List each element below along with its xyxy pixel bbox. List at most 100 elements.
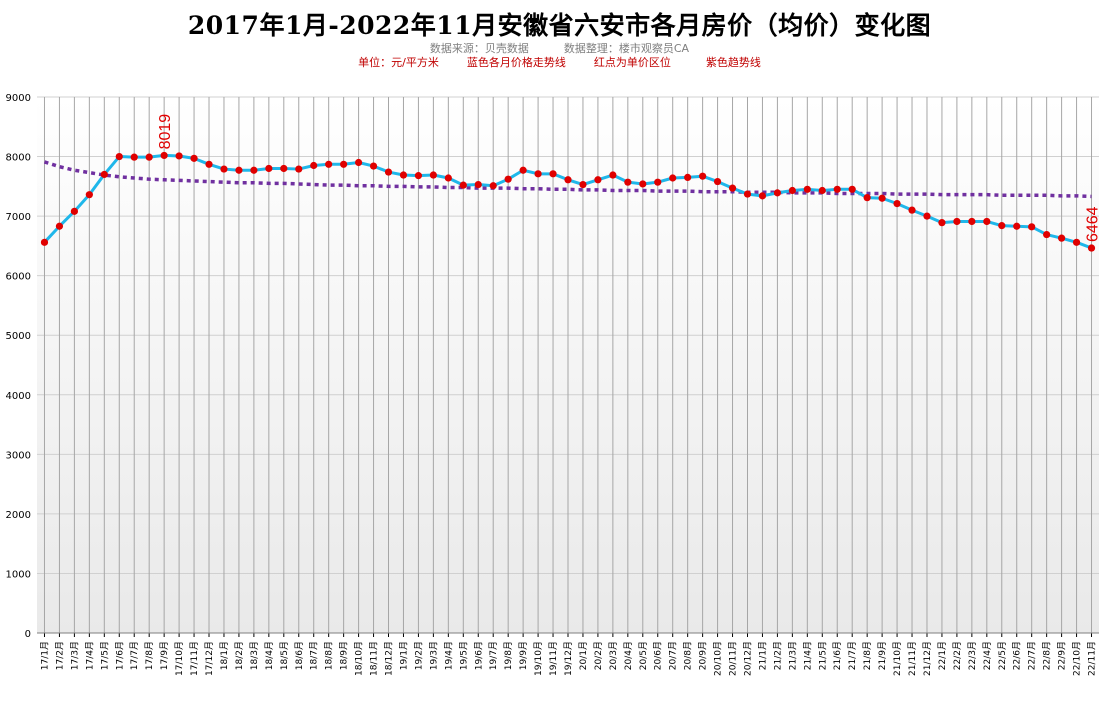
price-point — [504, 175, 512, 183]
x-tick-label: 20/6月 — [653, 641, 664, 670]
x-tick-label: 21/6月 — [832, 641, 843, 670]
x-tick-label: 18/1月 — [219, 641, 230, 670]
price-point — [310, 161, 318, 170]
y-tick-label: 1000 — [6, 569, 31, 580]
price-point — [728, 184, 737, 192]
x-tick-label: 17/8月 — [144, 641, 155, 670]
price-point — [983, 217, 991, 226]
x-tick-label: 22/9月 — [1057, 641, 1068, 670]
x-tick-label: 22/3月 — [967, 641, 978, 670]
x-tick-label: 19/9月 — [518, 641, 529, 670]
x-tick-label: 18/11月 — [369, 641, 380, 676]
x-tick-label: 21/8月 — [862, 641, 873, 670]
x-tick-label: 22/4月 — [982, 641, 993, 670]
price-point — [354, 158, 363, 167]
x-tick-label: 20/3月 — [608, 641, 619, 670]
price-point — [519, 166, 527, 174]
x-tick-label: 22/7月 — [1027, 641, 1038, 670]
price-point — [938, 219, 946, 227]
price-point — [325, 160, 333, 168]
chart-subtitle-sources: 数据来源：贝壳数据 数据整理：楼市观察员CA — [0, 40, 1119, 56]
x-tick-label: 17/1月 — [39, 641, 50, 670]
price-point — [175, 152, 183, 160]
x-tick-label: 18/9月 — [339, 641, 350, 670]
price-point — [160, 151, 168, 160]
price-point — [459, 181, 467, 189]
x-tick-label: 18/2月 — [234, 641, 245, 670]
y-tick-label: 7000 — [6, 212, 31, 223]
price-point — [1087, 244, 1096, 252]
price-point — [55, 222, 64, 230]
x-tick-label: 17/3月 — [69, 641, 80, 670]
y-tick-label: 2000 — [6, 510, 31, 521]
x-tick-label: 17/7月 — [129, 641, 140, 670]
price-point — [414, 172, 423, 180]
price-point — [399, 171, 408, 179]
chart-subtitle-legend: 单位：元/平方米 蓝色各月价格走势线 红点为单价区位 紫色趋势线 — [0, 54, 1119, 70]
price-point — [953, 217, 961, 226]
x-tick-label: 21/5月 — [817, 641, 828, 670]
x-tick-label: 22/8月 — [1042, 641, 1053, 670]
y-tick-label: 8000 — [6, 153, 31, 164]
x-tick-label: 18/4月 — [264, 641, 275, 670]
price-point — [609, 171, 617, 179]
x-tick-label: 17/2月 — [54, 641, 65, 670]
x-tick-label: 17/4月 — [84, 641, 95, 670]
price-point — [145, 153, 153, 161]
x-tick-label: 18/6月 — [294, 641, 305, 670]
price-point — [579, 180, 587, 189]
price-point — [369, 162, 378, 170]
x-tick-label: 18/7月 — [309, 641, 320, 670]
price-point — [788, 186, 796, 195]
x-tick-label: 19/12月 — [563, 641, 574, 676]
price-point — [624, 178, 632, 186]
x-tick-label: 19/5月 — [458, 641, 469, 670]
trend-line — [43, 160, 1092, 199]
price-point — [444, 174, 452, 182]
data-label: 6464 — [1085, 206, 1102, 242]
x-tick-label: 22/2月 — [952, 641, 963, 670]
price-point — [639, 180, 647, 188]
x-tick-label: 22/10月 — [1072, 641, 1083, 676]
price-point — [1013, 222, 1021, 230]
price-point — [1043, 230, 1051, 239]
price-point — [235, 166, 243, 174]
x-tick-label: 21/12月 — [922, 641, 933, 676]
legend-purple-text: 紫色趋势线 — [705, 56, 761, 69]
price-point — [878, 194, 886, 202]
price-point — [220, 165, 228, 173]
x-tick-label: 19/2月 — [413, 641, 424, 670]
price-point — [549, 170, 557, 178]
price-point — [773, 189, 782, 197]
price-point — [70, 207, 78, 215]
x-tick-label: 18/12月 — [384, 641, 395, 676]
x-tick-label: 21/2月 — [772, 641, 783, 670]
x-tick-label: 21/7月 — [847, 641, 858, 670]
price-point — [265, 164, 273, 173]
y-tick-label: 5000 — [6, 331, 31, 342]
x-tick-label: 17/5月 — [99, 641, 110, 670]
x-tick-label: 18/5月 — [279, 641, 290, 670]
price-point — [40, 238, 49, 246]
x-tick-label: 21/4月 — [802, 641, 813, 670]
price-point — [848, 185, 856, 193]
price-point — [684, 173, 692, 181]
x-tick-label: 19/8月 — [503, 641, 514, 670]
y-tick-label: 6000 — [6, 272, 31, 283]
price-point — [295, 165, 303, 173]
x-tick-label: 18/3月 — [249, 641, 260, 670]
price-point — [923, 212, 931, 220]
x-tick-label: 17/6月 — [114, 641, 125, 670]
x-tick-label: 22/6月 — [1012, 641, 1023, 670]
x-tick-label: 20/7月 — [668, 641, 679, 670]
price-point — [818, 186, 826, 195]
x-tick-label: 22/1月 — [937, 641, 948, 670]
chart-title: 2017年1月-2022年11月安徽省六安市各月房价（均价）变化图 — [187, 11, 932, 40]
x-tick-label: 19/11月 — [548, 641, 559, 676]
price-point — [833, 185, 841, 193]
x-tick-label: 19/3月 — [428, 641, 439, 670]
x-tick-label: 20/10月 — [713, 641, 724, 676]
price-point — [205, 160, 213, 168]
x-tick-label: 20/8月 — [683, 641, 694, 670]
